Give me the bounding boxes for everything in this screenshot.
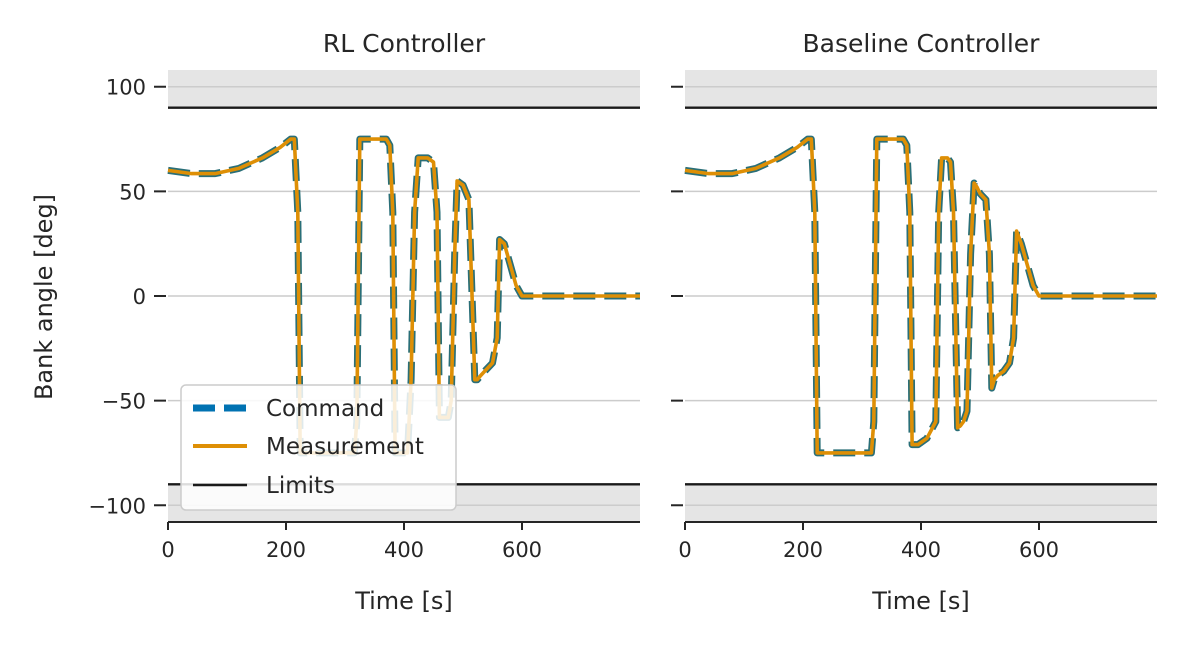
panel-baseline-controller: 0 200 400 600 Baseline Controller Time [s] (671, 29, 1157, 615)
y-tick-label: 0 (133, 285, 146, 309)
x-tick-label: 0 (678, 538, 691, 562)
forbidden-band (168, 70, 640, 108)
y-tick-label: 100 (106, 76, 146, 100)
series-measurement-line (167, 137, 640, 455)
forbidden-band (685, 70, 1157, 108)
legend-command-label: Command (266, 396, 384, 422)
x-axis-label: Time [s] (871, 587, 970, 615)
y-axis-label: Bank angle [deg] (30, 194, 58, 400)
panel-title: Baseline Controller (803, 29, 1041, 58)
x-tick-label: 0 (161, 538, 174, 562)
x-tick-label: 200 (783, 538, 823, 562)
forbidden-band (685, 484, 1157, 522)
y-tick-label: −50 (102, 390, 146, 414)
y-tick-label: −100 (88, 494, 146, 518)
series-measurement-line (684, 137, 1157, 455)
x-tick-label: 200 (266, 538, 306, 562)
legend: Command Measurement Limits (180, 384, 457, 511)
panel-title: RL Controller (323, 29, 486, 58)
x-tick-label: 400 (384, 538, 424, 562)
panel-rl-controller: 0 200 400 600 100 50 0 −50 −100 RL Controller Time… (88, 29, 640, 615)
legend-limits-label: Limits (266, 473, 335, 499)
x-tick-label: 600 (1019, 538, 1059, 562)
x-tick-label: 400 (901, 538, 941, 562)
y-tick-label: 50 (119, 180, 146, 204)
legend-box (180, 384, 457, 511)
x-tick-label: 600 (502, 538, 542, 562)
legend-measurement-label: Measurement (266, 434, 424, 460)
x-axis-label: Time [s] (354, 587, 453, 615)
